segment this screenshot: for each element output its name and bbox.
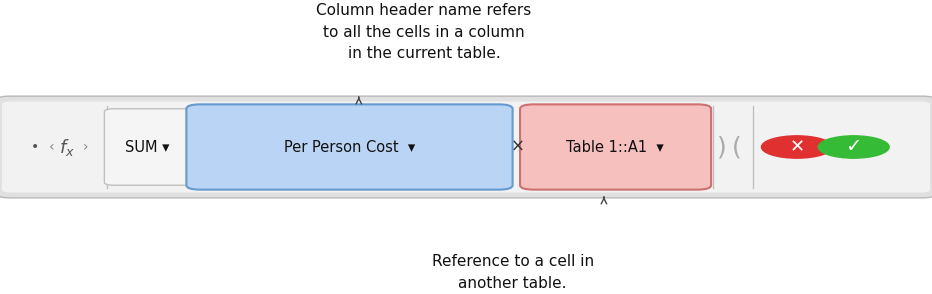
Text: Reference to a cell in
another table.: Reference to a cell in another table. (432, 255, 594, 291)
FancyBboxPatch shape (104, 109, 193, 185)
FancyBboxPatch shape (0, 96, 932, 198)
FancyBboxPatch shape (186, 104, 513, 190)
Text: ✕: ✕ (789, 138, 804, 156)
Text: (: ( (732, 135, 741, 159)
Text: Table 1::A1  ▾: Table 1::A1 ▾ (567, 139, 664, 155)
Text: Per Person Cost  ▾: Per Person Cost ▾ (284, 139, 415, 155)
FancyBboxPatch shape (2, 101, 930, 193)
Circle shape (818, 136, 889, 158)
Text: $f_x$: $f_x$ (59, 136, 75, 158)
Text: ): ) (718, 135, 727, 159)
Text: Column header name refers
to all the cells in a column
in the current table.: Column header name refers to all the cel… (317, 3, 531, 61)
Text: •: • (32, 140, 39, 154)
Text: ×: × (511, 138, 524, 156)
Text: ›: › (83, 140, 89, 154)
Circle shape (761, 136, 832, 158)
Text: ✓: ✓ (845, 138, 862, 156)
Text: SUM ▾: SUM ▾ (125, 139, 170, 155)
FancyBboxPatch shape (520, 104, 711, 190)
Text: ‹: ‹ (48, 140, 54, 154)
